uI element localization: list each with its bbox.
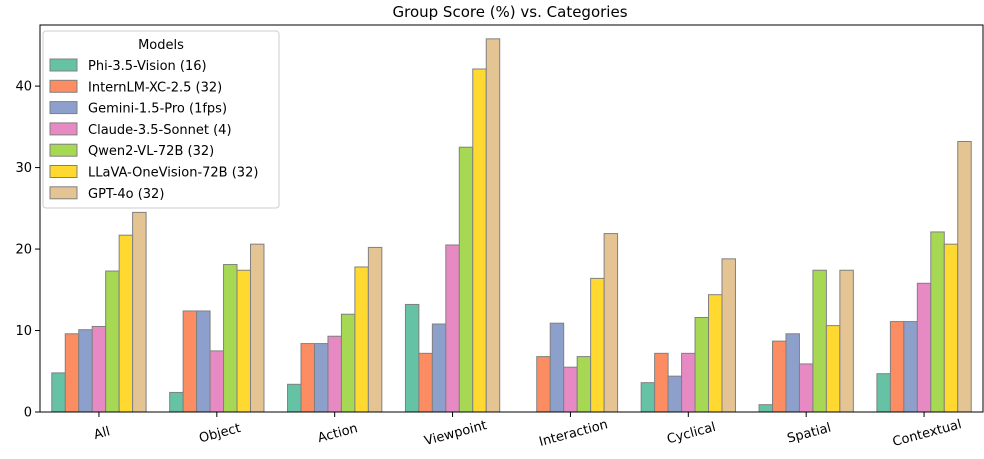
legend-box bbox=[42, 30, 280, 209]
bar bbox=[708, 294, 723, 413]
legend-swatch bbox=[49, 122, 78, 136]
bar bbox=[563, 366, 578, 413]
bar bbox=[51, 372, 66, 413]
bar bbox=[118, 234, 134, 413]
bar bbox=[798, 363, 814, 413]
bar bbox=[169, 391, 184, 413]
bar bbox=[758, 404, 774, 413]
x-tick-label: Interaction bbox=[538, 417, 610, 450]
bar bbox=[876, 373, 891, 413]
bar bbox=[431, 323, 447, 413]
bar bbox=[549, 322, 565, 413]
bar bbox=[209, 350, 225, 413]
y-axis: 0 10 20 30 40 bbox=[15, 80, 40, 421]
bar bbox=[445, 244, 460, 413]
bar bbox=[903, 321, 918, 413]
bar bbox=[91, 325, 107, 413]
bar bbox=[418, 352, 433, 413]
bar bbox=[367, 246, 383, 413]
bar bbox=[812, 269, 827, 413]
x-tick-label: Cyclical bbox=[665, 420, 717, 447]
bar bbox=[772, 340, 787, 413]
legend-swatch bbox=[49, 143, 78, 157]
bar bbox=[485, 38, 501, 413]
bar bbox=[943, 243, 959, 413]
legend-swatch bbox=[49, 58, 78, 72]
bar bbox=[404, 303, 420, 413]
bar bbox=[667, 375, 683, 413]
legend-label: InternLM-XC-2.5 (32) bbox=[88, 80, 222, 95]
legend: Models Phi-3.5-Vision (16) InternLM-XC-2.… bbox=[42, 30, 280, 209]
bar bbox=[889, 321, 905, 413]
bar bbox=[694, 316, 710, 413]
bar bbox=[223, 264, 238, 413]
bar bbox=[354, 266, 369, 413]
bar bbox=[654, 352, 669, 413]
bar bbox=[300, 343, 315, 413]
bar bbox=[182, 310, 198, 413]
bar bbox=[536, 356, 551, 413]
legend-swatch bbox=[49, 186, 78, 200]
x-axis: All Object Action Viewpoint Interaction Cycli… bbox=[92, 412, 963, 450]
bar bbox=[825, 325, 841, 413]
legend-title: Models bbox=[138, 38, 184, 53]
bar bbox=[603, 233, 619, 413]
y-tick-label: 40 bbox=[15, 80, 32, 95]
y-tick-label: 10 bbox=[15, 324, 32, 339]
legend-swatch bbox=[49, 79, 78, 93]
bar bbox=[839, 269, 854, 413]
bar bbox=[957, 141, 972, 413]
bar bbox=[930, 231, 945, 413]
x-tick-label: Viewpoint bbox=[423, 418, 489, 449]
bar bbox=[105, 270, 120, 413]
bar bbox=[196, 310, 211, 413]
y-tick-label: 30 bbox=[15, 161, 32, 176]
legend-label: Gemini-1.5-Pro (1fps) bbox=[88, 102, 227, 117]
bar bbox=[458, 146, 474, 413]
bar bbox=[640, 382, 656, 413]
legend-swatch bbox=[49, 165, 78, 178]
legend-items: Phi-3.5-Vision (16) InternLM-XC-2.5 (32) G… bbox=[49, 58, 258, 202]
bar bbox=[785, 333, 800, 413]
bar bbox=[313, 343, 329, 413]
bar bbox=[249, 243, 265, 413]
y-tick-label: 20 bbox=[15, 243, 32, 258]
bar bbox=[472, 68, 487, 413]
y-tick-label: 0 bbox=[24, 406, 32, 421]
bar bbox=[78, 329, 93, 413]
bar bbox=[576, 356, 592, 413]
legend-label: LLaVA-OneVision-72B (32) bbox=[88, 166, 258, 181]
bar bbox=[327, 335, 342, 413]
bar bbox=[132, 211, 147, 413]
legend-swatch bbox=[49, 101, 78, 115]
bar bbox=[236, 269, 251, 413]
bar bbox=[681, 352, 696, 413]
bar bbox=[287, 383, 302, 413]
legend-label: Claude-3.5-Sonnet (4) bbox=[88, 123, 232, 138]
bar bbox=[340, 313, 356, 413]
bar bbox=[64, 333, 80, 413]
x-tick-label: Contextual bbox=[891, 417, 963, 450]
bar bbox=[590, 277, 605, 413]
x-tick-label: Action bbox=[316, 421, 359, 446]
bar bbox=[916, 282, 932, 413]
legend-label: GPT-4o (32) bbox=[88, 187, 164, 202]
x-tick-label: All bbox=[92, 424, 111, 443]
chart-title: Group Score (%) vs. Categories bbox=[392, 3, 627, 21]
legend-label: Qwen2-VL-72B (32) bbox=[88, 144, 214, 159]
x-tick-label: Object bbox=[198, 421, 243, 446]
bar bbox=[721, 258, 736, 413]
legend-label: Phi-3.5-Vision (16) bbox=[88, 59, 207, 74]
plot-frame bbox=[39, 24, 984, 413]
x-tick-label: Spatial bbox=[786, 421, 833, 447]
